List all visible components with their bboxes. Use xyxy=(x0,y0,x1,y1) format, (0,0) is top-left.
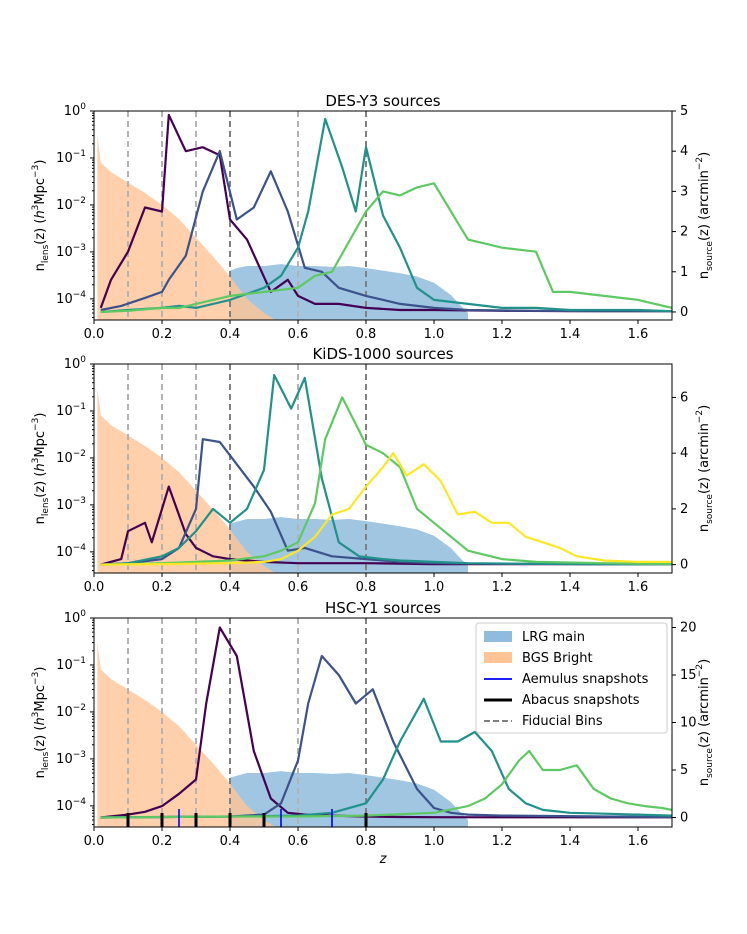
y-left-tick-label: 10−3 xyxy=(56,750,86,767)
x-tick-label: 1.2 xyxy=(492,327,513,342)
x-tick-label: 0.6 xyxy=(288,834,309,849)
x-tick-label: 0.8 xyxy=(356,580,377,595)
source-bin5-line xyxy=(100,452,672,566)
plot-area xyxy=(97,364,672,573)
x-tick-label: 1.6 xyxy=(628,834,649,849)
y-right-tick-label: 5 xyxy=(680,763,688,778)
source-bin1-line xyxy=(100,626,672,819)
panel-title: DES-Y3 sources xyxy=(325,92,440,110)
source-bin3-line xyxy=(100,117,672,314)
source-bin4-line xyxy=(100,182,672,314)
y-left-tick-label: 10−3 xyxy=(56,496,86,513)
y-right-tick-label: 15 xyxy=(680,668,697,683)
x-tick-label: 0.0 xyxy=(84,327,105,342)
y-right-tick-label: 4 xyxy=(680,446,688,461)
x-tick-label: 1.6 xyxy=(628,580,649,595)
y-right-tick-label: 4 xyxy=(680,144,688,159)
bgs-bright-area xyxy=(97,642,276,827)
y-left-tick-label: 100 xyxy=(64,609,87,626)
y-left-label: nlens(z) (h3Mpc−3) xyxy=(31,667,51,779)
y-left-tick-label: 10−1 xyxy=(56,656,86,673)
panel-3: 0.0 0.2 0.4 0.6 0.8 1.0 1.2 1.4 1.6 10−4 10−3 10−2 1… xyxy=(31,599,715,867)
y-right-tick-label: 5 xyxy=(680,104,688,119)
x-tick-label: 0.0 xyxy=(84,834,105,849)
x-tick-label: 1.0 xyxy=(424,580,445,595)
x-tick-label: 0.6 xyxy=(288,580,309,595)
plot-area xyxy=(97,618,672,827)
y-left-tick-label: 100 xyxy=(64,355,87,372)
legend-swatch-1 xyxy=(484,652,512,663)
legend-label: Aemulus snapshots xyxy=(522,672,649,687)
y-right-tick-label: 2 xyxy=(680,225,688,240)
x-tick-label: 1.2 xyxy=(492,834,513,849)
y-left-label: nlens(z) (h3Mpc−3) xyxy=(31,160,51,272)
legend-label: Fiducial Bins xyxy=(522,714,603,729)
x-tick-label: 0.2 xyxy=(152,834,173,849)
legend-label: Abacus snapshots xyxy=(522,693,640,708)
y-right-tick-label: 0 xyxy=(680,811,688,826)
lrg-main-area xyxy=(230,264,468,320)
x-tick-label: 1.4 xyxy=(560,327,581,342)
y-right-label: nsource(z) (arcmin−2) xyxy=(695,152,715,279)
x-tick-label: 0.2 xyxy=(152,327,173,342)
x-tick-label: 1.2 xyxy=(492,580,513,595)
panel-1: 0.0 0.2 0.4 0.6 0.8 1.0 1.2 1.4 1.6 10−4 10−3 10−2 1… xyxy=(31,92,715,342)
y-left-tick-label: 10−2 xyxy=(56,703,86,720)
x-tick-label: 0.8 xyxy=(356,327,377,342)
legend-box xyxy=(475,622,668,734)
panel-title: KiDS-1000 sources xyxy=(312,345,453,363)
x-tick-label: 0.8 xyxy=(356,834,377,849)
y-right-tick-label: 20 xyxy=(680,621,697,636)
x-tick-label: 0.4 xyxy=(220,834,241,849)
y-left-label: nlens(z) (h3Mpc−3) xyxy=(31,413,51,525)
y-left-tick-label: 10−2 xyxy=(56,449,86,466)
y-right-label: nsource(z) (arcmin−2) xyxy=(695,405,715,532)
panel-2: 0.0 0.2 0.4 0.6 0.8 1.0 1.2 1.4 1.6 10−4 10−3 10−2 1… xyxy=(31,345,715,595)
y-right-tick-label: 1 xyxy=(680,265,688,280)
y-right-tick-label: 0 xyxy=(680,305,688,320)
y-left-tick-label: 10−4 xyxy=(56,543,86,560)
y-right-tick-label: 10 xyxy=(680,716,697,731)
y-left-tick-label: 10−1 xyxy=(56,402,86,419)
plot-area xyxy=(97,111,672,320)
y-right-tick-label: 6 xyxy=(680,390,688,405)
bgs-bright-area xyxy=(97,135,276,320)
y-left-tick-label: 10−4 xyxy=(56,797,86,814)
legend-label: LRG main xyxy=(522,630,585,645)
y-right-tick-label: 2 xyxy=(680,502,688,517)
y-left-tick-label: 10−2 xyxy=(56,196,86,213)
x-tick-label: 0.2 xyxy=(152,580,173,595)
y-left-tick-label: 10−3 xyxy=(56,243,86,260)
bgs-bright-area xyxy=(97,388,276,573)
x-tick-label: 1.6 xyxy=(628,327,649,342)
x-tick-label: 1.4 xyxy=(560,834,581,849)
x-tick-label: 1.4 xyxy=(560,580,581,595)
x-tick-label: 0.4 xyxy=(220,327,241,342)
legend-label: BGS Bright xyxy=(522,651,593,666)
y-right-tick-label: 0 xyxy=(680,558,688,573)
lrg-main-area xyxy=(230,517,468,573)
y-right-label: nsource(z) (arcmin−2) xyxy=(695,659,715,786)
source-bin4-line xyxy=(100,396,672,566)
x-tick-label: 1.0 xyxy=(424,327,445,342)
x-tick-label: 1.0 xyxy=(424,834,445,849)
legend: LRG main BGS Bright Aemulus snapshots Abacu… xyxy=(475,622,668,734)
y-left-tick-label: 10−4 xyxy=(56,290,86,307)
x-axis-label: z xyxy=(379,852,388,867)
source-bin2-line xyxy=(100,150,672,313)
x-tick-label: 0.0 xyxy=(84,580,105,595)
y-right-tick-label: 3 xyxy=(680,184,688,199)
legend-swatch-0 xyxy=(484,631,512,642)
x-tick-label: 0.6 xyxy=(288,327,309,342)
y-left-tick-label: 100 xyxy=(64,102,87,119)
panel-title: HSC-Y1 sources xyxy=(325,599,441,617)
source-bin3-line xyxy=(100,374,672,566)
x-tick-label: 0.4 xyxy=(220,580,241,595)
y-left-tick-label: 10−1 xyxy=(56,149,86,166)
